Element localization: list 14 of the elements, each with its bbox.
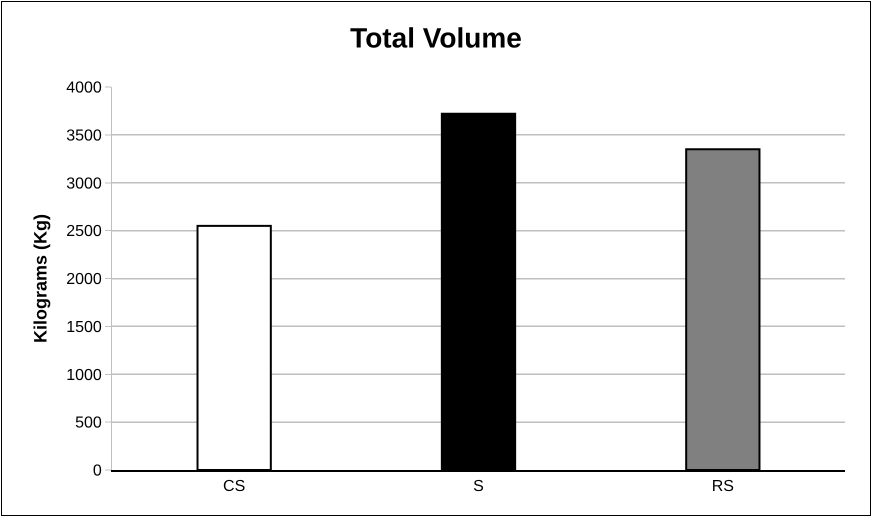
- x-tick-label: RS: [712, 478, 734, 496]
- y-tick-label: 3000: [66, 175, 102, 192]
- y-tick-label: 0: [92, 462, 102, 480]
- x-tick-label: S: [473, 478, 484, 496]
- y-tick-label: 4000: [66, 80, 102, 97]
- y-tick-label: 1500: [66, 318, 102, 336]
- y-tick-label: 2000: [66, 271, 102, 288]
- x-tick-label: CS: [223, 478, 246, 496]
- chart-title: Total Volume: [350, 22, 522, 54]
- y-tick-label: 1000: [66, 366, 102, 384]
- y-tick-label: 3500: [66, 127, 102, 144]
- y-axis-title: Kilograms (Kg): [30, 214, 50, 344]
- y-tick-label: 500: [75, 414, 102, 432]
- y-tick-label: 2500: [66, 223, 102, 240]
